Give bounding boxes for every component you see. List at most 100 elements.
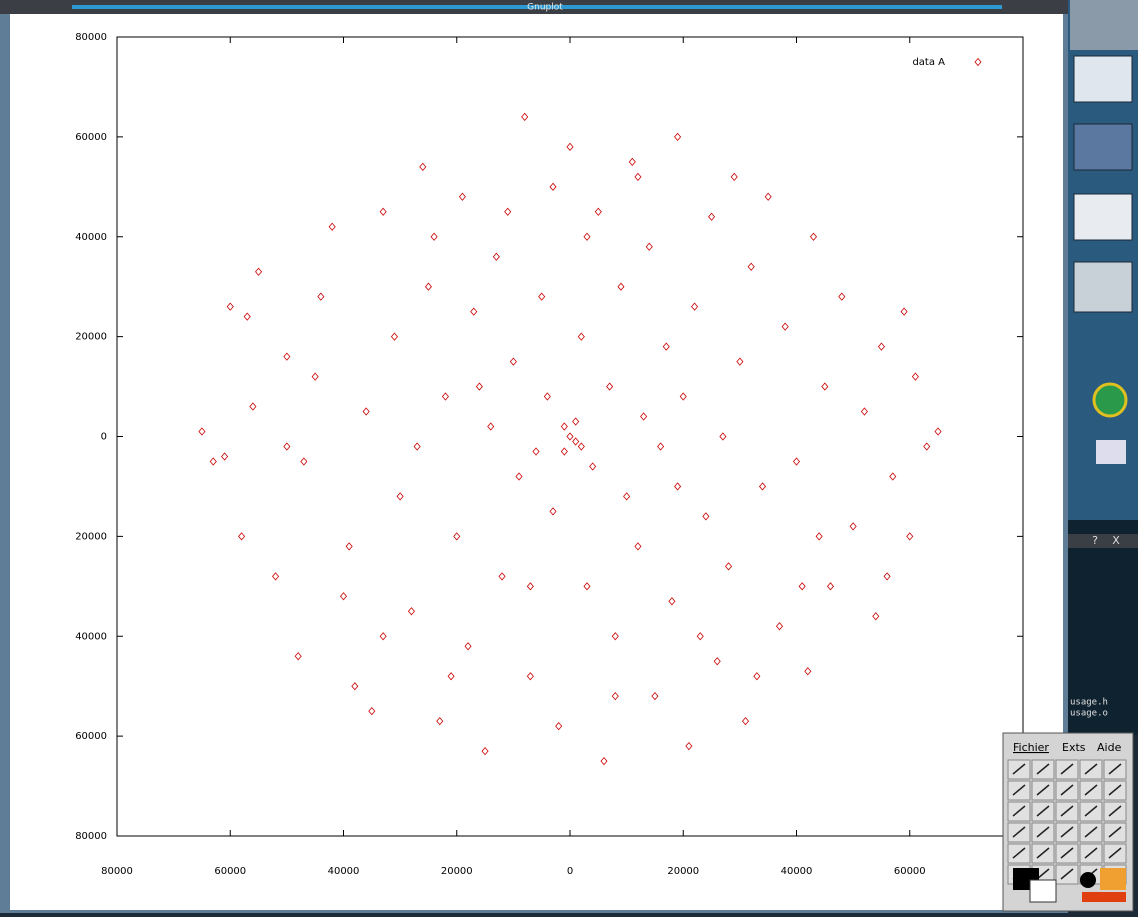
point [255,267,263,276]
point [345,542,353,551]
point [708,212,716,221]
tool-icon [1012,805,1026,817]
point [577,442,585,451]
tool-icon [1084,784,1098,796]
menu-item[interactable]: Fichier [1013,741,1049,754]
bg-color[interactable] [1029,879,1057,903]
point [300,457,308,466]
terminal-window [1068,520,1138,735]
thumbnail[interactable] [1073,193,1133,241]
tool-icon [1084,826,1098,838]
tool-icon [1036,826,1050,838]
app-icon[interactable] [1092,382,1128,418]
dialog-button[interactable]: X [1112,534,1120,547]
y-tick-label: 60000 [75,132,107,143]
tool-icon [1036,805,1050,817]
point [396,492,404,501]
point [543,392,551,401]
point [379,632,387,641]
tool-icon [1012,826,1026,838]
tool-icon [1036,763,1050,775]
point [702,512,710,521]
point [617,282,625,291]
tool-icon [1060,868,1074,880]
tool-icon [1060,826,1074,838]
point [651,692,659,701]
point [532,447,540,456]
point [311,372,319,381]
y-tick-label: 20000 [75,531,107,542]
point [736,357,744,366]
point [674,482,682,491]
legend-label: data A [912,57,945,68]
point [521,112,529,122]
point [838,292,846,301]
dialog-button[interactable]: ? [1092,534,1098,547]
point [560,422,568,431]
tool-icon [1084,805,1098,817]
point [294,652,302,661]
point [725,562,733,571]
tool-icon [1012,763,1026,775]
point [283,352,291,361]
point [470,307,478,316]
point [594,207,602,216]
point [792,457,801,466]
point [668,597,676,606]
x-tick-label: 40000 [781,866,813,877]
pattern-preview[interactable] [1100,868,1126,890]
point [549,507,557,516]
point [526,582,534,591]
terminal-line: usage.h [1070,698,1108,708]
point [504,207,512,216]
brush-preview[interactable] [1080,872,1096,888]
point [640,412,648,421]
point [249,402,257,411]
tool-icon [1036,784,1050,796]
tool-icon [1084,847,1098,859]
point [877,342,885,351]
point [464,642,472,651]
point [691,302,699,311]
x-tick-label: 60000 [214,866,246,877]
app-icon[interactable] [1096,440,1126,464]
point [804,667,812,676]
legend-marker [974,57,982,67]
point [583,582,591,591]
gradient-preview[interactable] [1082,892,1126,902]
point [657,442,665,451]
tool-icon [1084,763,1098,775]
point [560,447,568,456]
point [555,722,563,731]
point [498,572,506,581]
point [679,392,687,401]
point [815,532,823,541]
point [436,717,444,726]
point [634,172,642,181]
y-tick-label: 20000 [75,332,107,343]
point [775,622,784,631]
point [872,612,880,621]
point [911,372,919,381]
point [809,232,818,241]
point [634,542,642,551]
point [492,252,500,261]
window-title: Gnuplot [527,3,563,13]
point [781,322,789,331]
thumbnail[interactable] [1073,55,1133,103]
thumbnail[interactable] [1073,123,1133,171]
point [441,392,449,401]
point [589,462,597,471]
point [526,672,534,681]
menu-item[interactable]: Aide [1097,741,1122,754]
menu-item[interactable]: Exts [1062,741,1086,754]
point [583,232,591,241]
tool-icon [1060,847,1074,859]
y-tick-label: 80000 [75,831,107,842]
point [713,657,721,666]
point [475,382,483,391]
point [889,472,897,481]
point [628,157,636,166]
thumbnail[interactable] [1073,261,1133,313]
point [238,532,246,541]
